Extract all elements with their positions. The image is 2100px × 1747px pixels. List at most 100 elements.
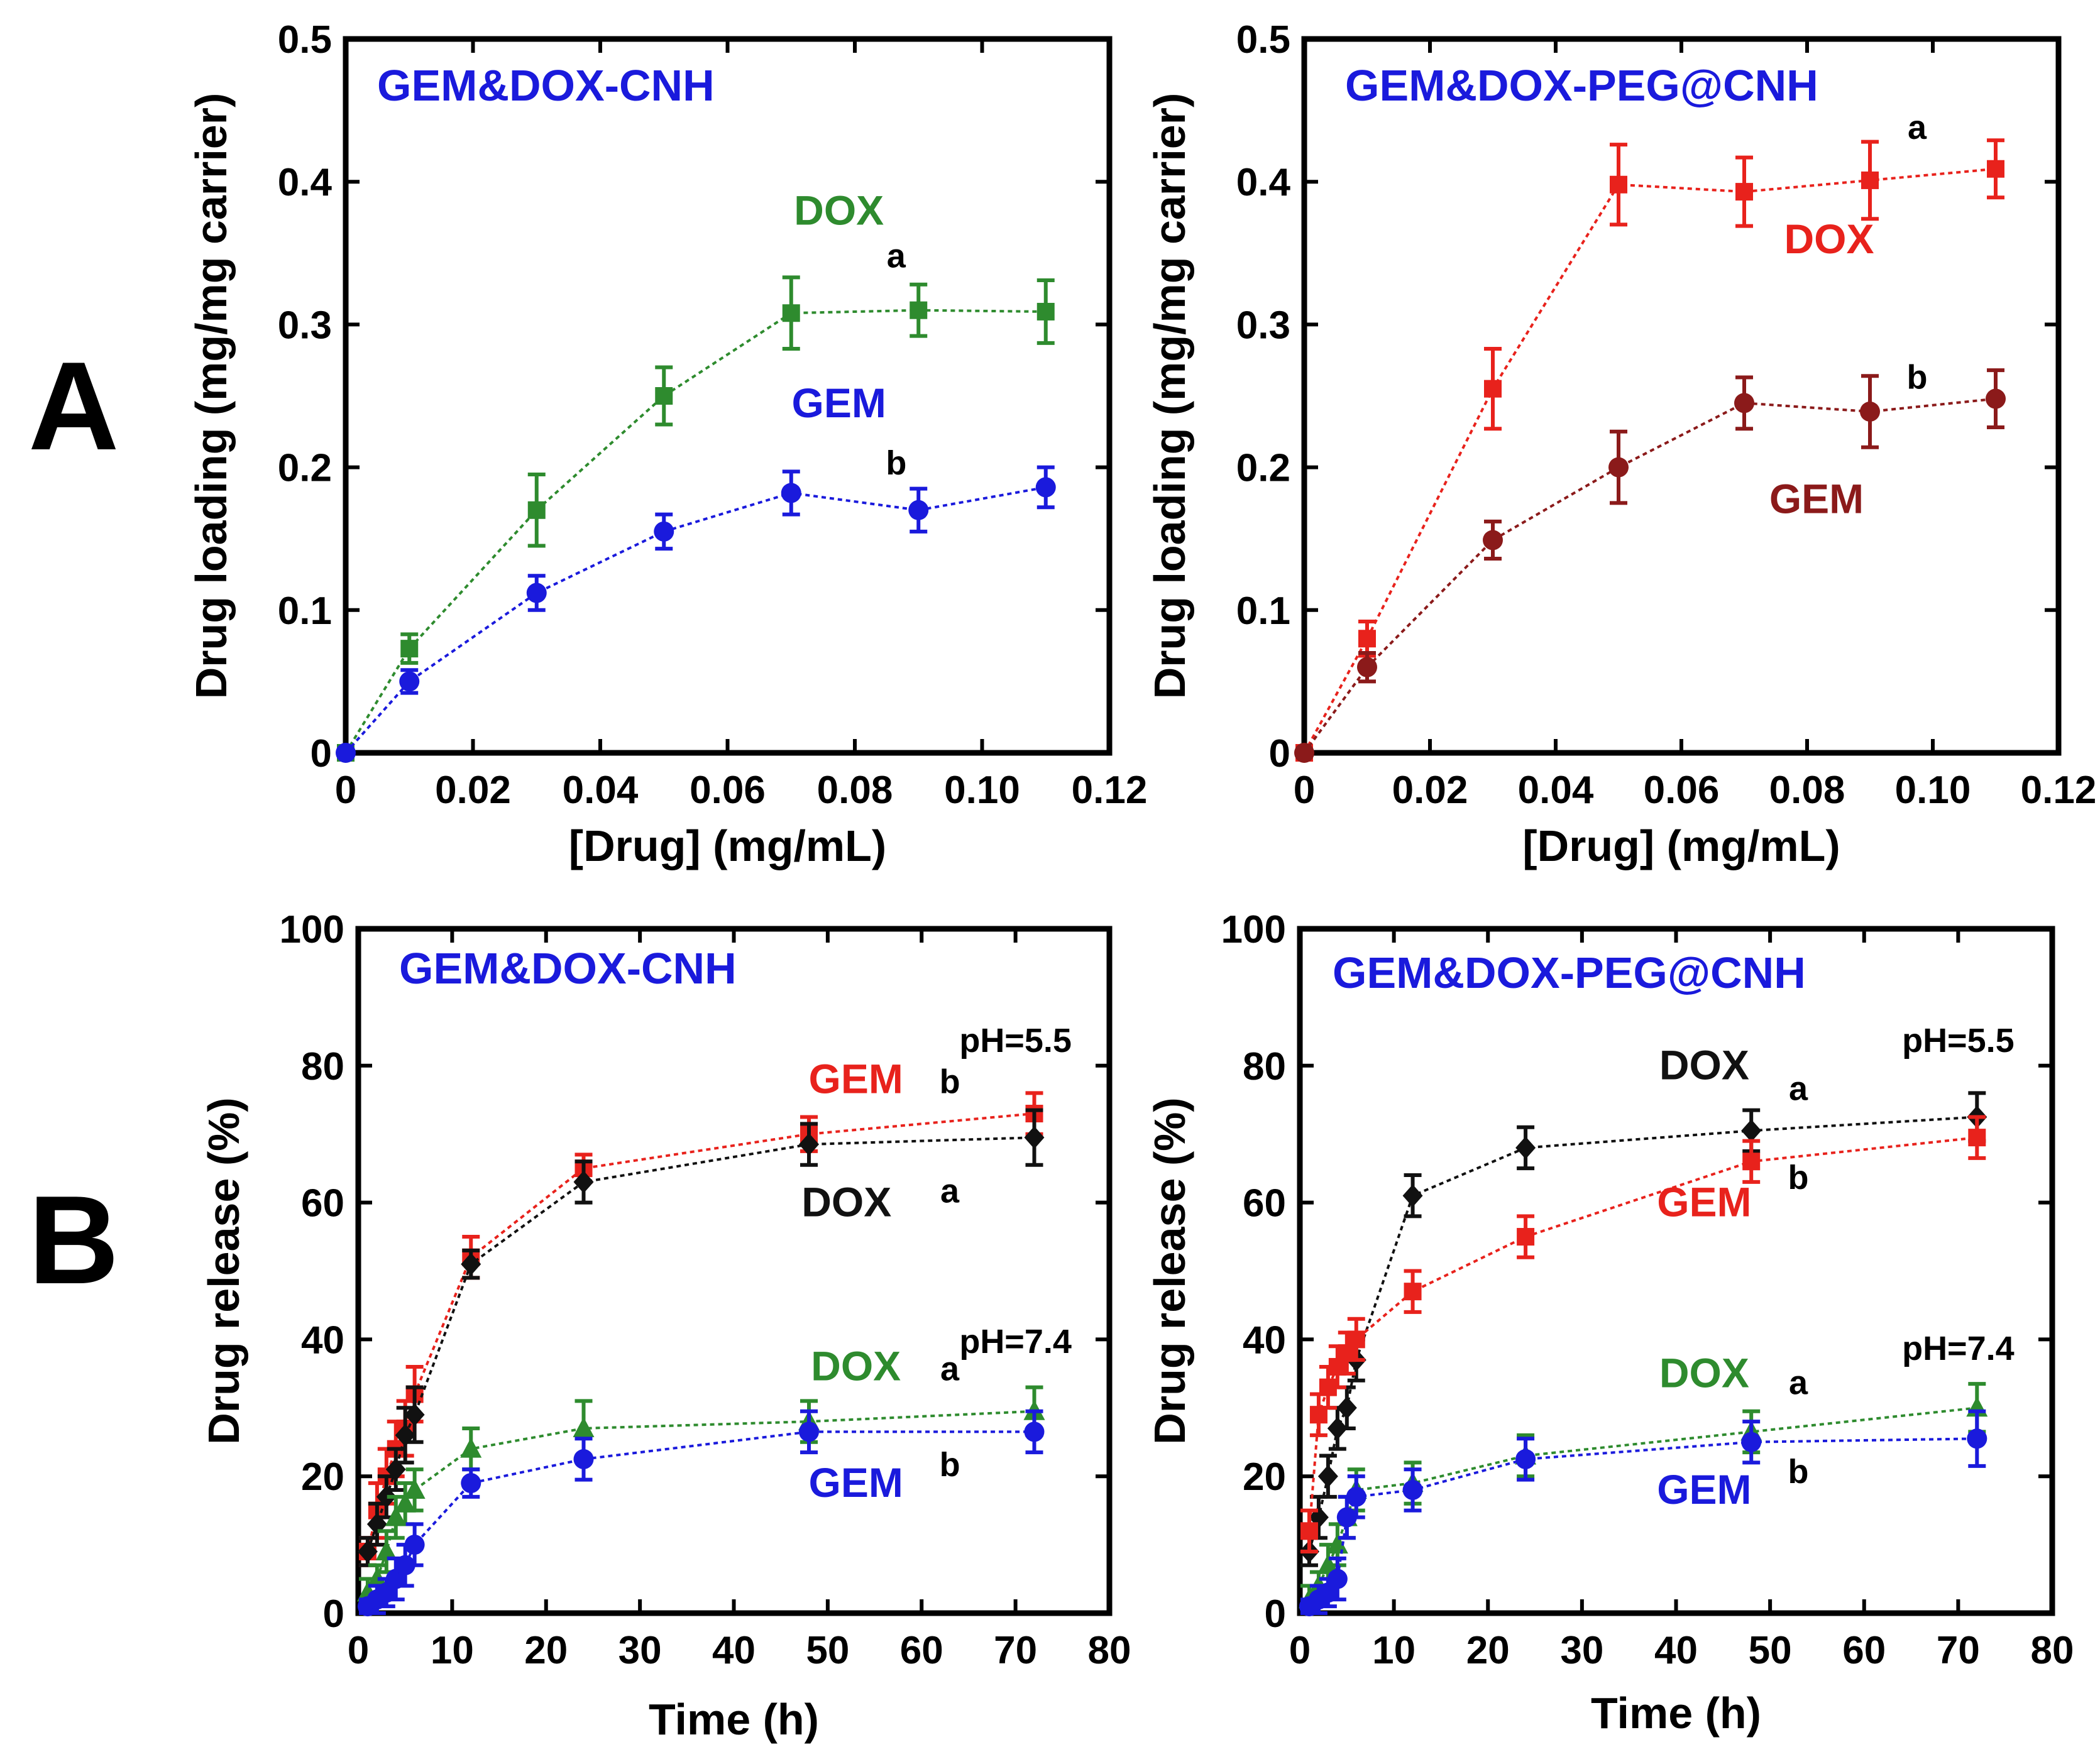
chart2-data-point — [375, 1540, 397, 1560]
chart1-data-point — [1608, 457, 1629, 478]
chart2-x-tick-label: 80 — [1088, 1629, 1131, 1672]
chart3-data-point — [1327, 1416, 1348, 1440]
chart2-data-point — [1024, 1421, 1045, 1442]
chart2-y-tick-label: 100 — [280, 908, 344, 951]
chart3-annotation: DOX — [1659, 1350, 1749, 1396]
chart3-annotation: b — [1788, 1159, 1809, 1197]
chart0-data-point — [1036, 302, 1055, 320]
chart3-annotation: GEM — [1657, 1178, 1751, 1225]
chart1-x-axis-label: [Drug] (mg/mL) — [1522, 821, 1840, 870]
chart1-x-tick-label: 0.04 — [1518, 769, 1594, 812]
chart2-y-tick-label: 20 — [301, 1455, 344, 1499]
chart2-y-tick-label: 60 — [301, 1182, 344, 1225]
chart0-y-tick-label: 0.2 — [278, 447, 332, 490]
chart3-data-point — [1300, 1522, 1318, 1540]
chart1-title: GEM&DOX-PEG@CNH — [1345, 61, 1818, 110]
chart0-data-point — [526, 583, 547, 603]
chart1-series-0 — [1295, 138, 2004, 762]
chart2-data-point — [395, 1555, 415, 1575]
chart3-data-point — [1517, 1228, 1535, 1246]
chart2-data-point — [404, 1403, 425, 1427]
chart2-annotation: GEM — [809, 1459, 903, 1506]
chart3-data-point — [1741, 1432, 1762, 1452]
chart3-x-tick-label: 20 — [1466, 1629, 1510, 1672]
chart2-data-point — [461, 1252, 481, 1276]
chart3-annotation: a — [1789, 1364, 1808, 1402]
chart0-y-tick-label: 0.3 — [278, 304, 332, 347]
chart1-y-axis-label: Drug loading (mg/mg carrier) — [1145, 93, 1194, 699]
chart2-x-tick-label: 20 — [524, 1629, 568, 1672]
chart3-x-tick-label: 40 — [1654, 1629, 1698, 1672]
chart3-data-point — [1741, 1119, 1762, 1142]
chart3-annotation: pH=5.5 — [1902, 1022, 2015, 1060]
chart1-data-point — [1610, 175, 1627, 194]
chart2-x-tick-label: 10 — [431, 1629, 474, 1672]
chart1-x-tick-label: 0.02 — [1392, 769, 1468, 812]
chart1-x-tick-label: 0.12 — [2021, 769, 2097, 812]
chart0-y-tick-label: 0.5 — [278, 18, 332, 62]
chart1-data-point — [1986, 388, 2006, 409]
chart2-y-tick-label: 0 — [323, 1592, 344, 1636]
chart1-data-point — [1483, 530, 1503, 550]
chart1-x-tick-label: 0 — [1294, 769, 1315, 812]
chart2-data-point — [404, 1478, 426, 1499]
chart3-x-tick-label: 80 — [2031, 1629, 2074, 1672]
chart2-series-3 — [357, 1409, 1045, 1617]
chart3-y-tick-label: 0 — [1265, 1592, 1286, 1636]
chart0-y-tick-label: 0.1 — [278, 589, 332, 633]
chart0-series-1 — [336, 465, 1056, 763]
chart3-data-point — [1326, 1533, 1348, 1554]
chart0-x-tick-label: 0.08 — [817, 769, 893, 812]
chart2-annotation: a — [940, 1173, 960, 1210]
chart0-x-tick-label: 0.12 — [1072, 769, 1148, 812]
chart2-data-point — [404, 1535, 425, 1555]
chart1-y-tick-label: 0.4 — [1236, 161, 1291, 204]
chart0-annotation: a — [887, 238, 906, 275]
chart1-y-tick-label: 0.3 — [1236, 304, 1290, 347]
chart2-data-point — [573, 1170, 594, 1193]
chart2-x-tick-label: 60 — [900, 1629, 943, 1672]
chart0-y-tick-label: 0 — [311, 732, 332, 775]
chart2-annotation: DOX — [811, 1343, 901, 1389]
chart2-series-2 — [356, 1385, 1045, 1609]
chart3-y-tick-label: 60 — [1243, 1182, 1286, 1225]
chart3-data-point — [1402, 1479, 1423, 1500]
chart1-data-point — [1860, 401, 1880, 422]
chart1-x-tick-label: 0.06 — [1644, 769, 1720, 812]
chart0-data-point — [654, 521, 674, 542]
chart1-data-point — [1987, 160, 2004, 178]
chart2-data-point — [1024, 1126, 1045, 1149]
chart3-series-line — [1308, 1406, 1977, 1601]
chart3-x-tick-label: 0 — [1289, 1629, 1311, 1672]
chart3-y-axis-label: Drug release (%) — [1145, 1097, 1194, 1444]
chart2-annotation: pH=5.5 — [959, 1022, 1072, 1060]
chart1-y-tick-label: 0.1 — [1236, 589, 1290, 633]
chart0-x-axis-label: [Drug] (mg/mL) — [569, 821, 886, 870]
chart2-y-tick-label: 40 — [301, 1318, 344, 1362]
chart2-data-point — [573, 1416, 595, 1437]
chart1-series-1 — [1294, 368, 2006, 763]
chart1-data-point — [1294, 743, 1314, 763]
chart3-series-1 — [1300, 1115, 1986, 1553]
chart3-data-point — [1347, 1330, 1365, 1349]
chart3-x-tick-label: 70 — [1937, 1629, 1980, 1672]
chart3-title: GEM&DOX-PEG@CNH — [1333, 948, 1806, 997]
chart2-title: GEM&DOX-CNH — [399, 944, 737, 993]
chart1-annotation: a — [1908, 109, 1927, 146]
chart0-data-point — [782, 304, 800, 322]
chart0-data-point — [908, 500, 929, 520]
chart2-x-tick-label: 70 — [994, 1629, 1037, 1672]
chart2-annotation: b — [940, 1063, 960, 1100]
chart3-series-line — [1307, 1136, 1977, 1531]
chart3-data-point — [1317, 1553, 1339, 1574]
chart0-x-tick-label: 0.10 — [944, 769, 1020, 812]
chart0-annotation: GEM — [792, 380, 886, 426]
chart3-x-tick-label: 50 — [1749, 1629, 1792, 1672]
chart0-data-point — [336, 743, 356, 763]
chart0-y-axis-label: Drug loading (mg/mg carrier) — [187, 93, 236, 699]
chart2-x-tick-label: 40 — [712, 1629, 756, 1672]
chart1-y-tick-label: 0.5 — [1236, 18, 1290, 62]
chart2-data-point — [385, 1506, 407, 1526]
chart2-x-axis-label: Time (h) — [649, 1695, 819, 1744]
chart2-annotation: GEM — [809, 1055, 903, 1102]
